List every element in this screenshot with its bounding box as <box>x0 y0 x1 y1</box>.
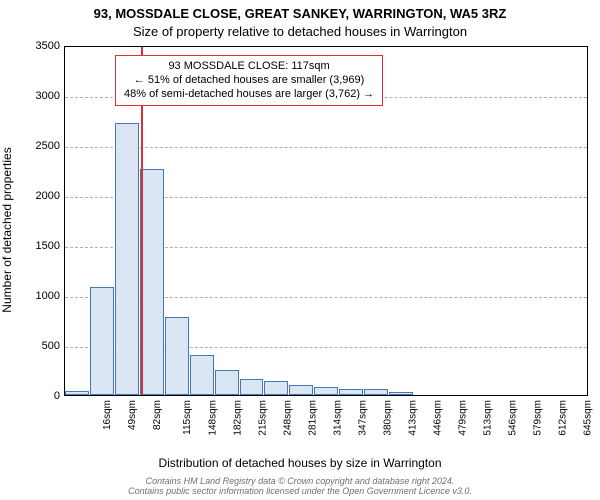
histogram-bar <box>90 287 114 395</box>
y-axis-label: Number of detached properties <box>0 65 14 230</box>
histogram-bar <box>339 389 363 395</box>
histogram-plot: 93 MOSSDALE CLOSE: 117sqm ← 51% of detac… <box>64 46 588 396</box>
histogram-bar <box>165 317 189 395</box>
x-tick-label: 645sqm <box>582 400 593 436</box>
histogram-bar <box>264 381 288 395</box>
histogram-bar <box>314 387 338 395</box>
histogram-bar <box>65 391 89 395</box>
annot-line2: ← 51% of detached houses are smaller (3,… <box>124 74 374 88</box>
x-tick-label: 182sqm <box>233 400 244 436</box>
x-tick-label: 546sqm <box>507 400 518 436</box>
histogram-bar <box>190 355 214 395</box>
footer-attribution: Contains HM Land Registry data © Crown c… <box>0 476 600 497</box>
histogram-bar <box>215 370 239 395</box>
y-tick-label: 1000 <box>26 290 60 302</box>
x-tick-label: 248sqm <box>283 400 294 436</box>
y-tick-label: 2000 <box>26 190 60 202</box>
y-tick-label: 2500 <box>26 140 60 152</box>
x-tick-label: 579sqm <box>532 400 543 436</box>
x-tick-label: 148sqm <box>208 400 219 436</box>
histogram-bar <box>389 392 413 395</box>
y-tick-label: 1500 <box>26 240 60 252</box>
y-tick-label: 0 <box>26 390 60 402</box>
annotation-box: 93 MOSSDALE CLOSE: 117sqm ← 51% of detac… <box>115 55 383 106</box>
histogram-bar <box>240 379 264 395</box>
y-tick-label: 3500 <box>26 40 60 52</box>
x-tick-label: 513sqm <box>482 400 493 436</box>
x-tick-label: 347sqm <box>358 400 369 436</box>
x-tick-label: 16sqm <box>102 400 113 430</box>
x-tick-label: 82sqm <box>152 400 163 430</box>
page-address: 93, MOSSDALE CLOSE, GREAT SANKEY, WARRIN… <box>0 6 600 21</box>
x-tick-label: 479sqm <box>457 400 468 436</box>
x-tick-label: 612sqm <box>557 400 568 436</box>
x-tick-label: 380sqm <box>383 400 394 436</box>
x-tick-label: 215sqm <box>258 400 269 436</box>
histogram-bar <box>140 169 164 395</box>
y-tick-label: 3000 <box>26 90 60 102</box>
x-tick-label: 49sqm <box>127 400 138 430</box>
x-tick-label: 281sqm <box>308 400 319 436</box>
x-tick-label: 446sqm <box>432 400 443 436</box>
page-subtitle: Size of property relative to detached ho… <box>0 24 600 39</box>
annot-line1: 93 MOSSDALE CLOSE: 117sqm <box>124 60 374 74</box>
x-tick-label: 413sqm <box>407 400 418 436</box>
y-tick-label: 500 <box>26 340 60 352</box>
x-axis-label: Distribution of detached houses by size … <box>0 456 600 470</box>
histogram-bar <box>364 389 388 395</box>
histogram-bar <box>289 385 313 395</box>
histogram-bar <box>115 123 139 395</box>
x-tick-label: 115sqm <box>182 400 193 435</box>
x-tick-label: 314sqm <box>333 400 344 436</box>
annot-line3: 48% of semi-detached houses are larger (… <box>124 88 374 102</box>
